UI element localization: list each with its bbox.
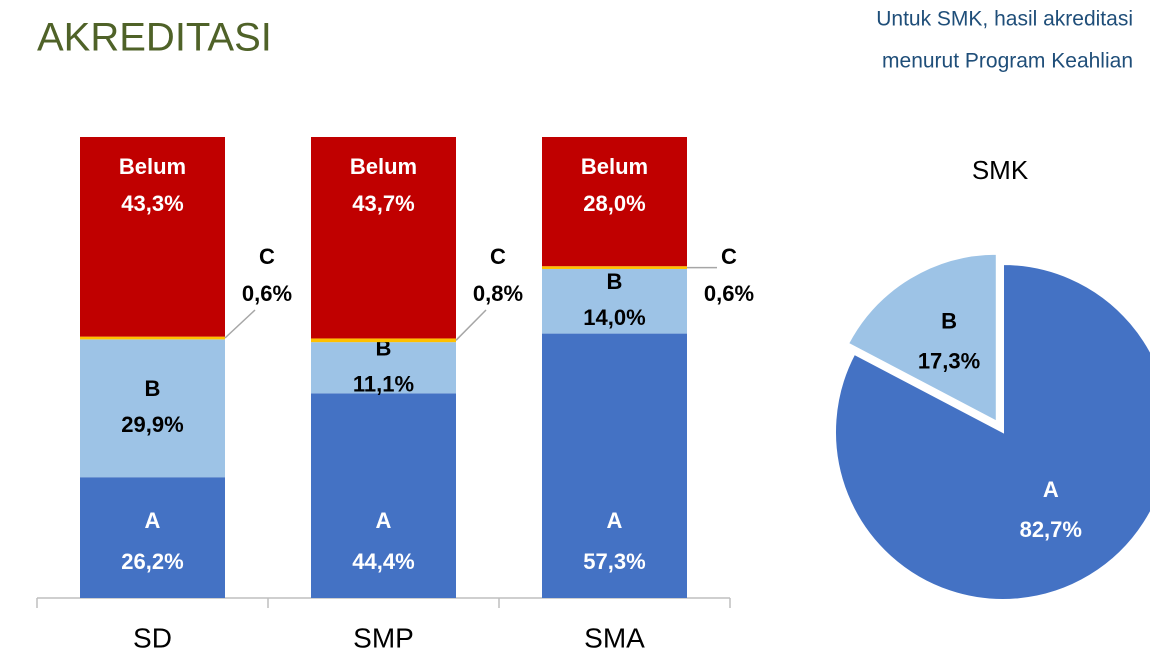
segment-value: 43,3% — [121, 191, 183, 216]
segment-label: C — [490, 244, 506, 269]
bar-segment — [80, 336, 225, 340]
segment-value: 43,7% — [352, 191, 414, 216]
x-tick-label: SD — [133, 622, 172, 653]
segment-value: 44,4% — [352, 549, 414, 574]
segment-value: 14,0% — [583, 305, 645, 330]
segment-label: A — [145, 508, 161, 533]
bar-segment — [80, 477, 225, 598]
bar-segment — [542, 333, 687, 598]
segment-value: 28,0% — [583, 191, 645, 216]
segment-value: 0,6% — [242, 281, 292, 306]
segment-label: B — [607, 269, 623, 294]
leader-line — [455, 309, 487, 341]
segment-label: Belum — [350, 154, 417, 179]
pie-slice — [834, 262, 1150, 601]
bar-segment — [311, 137, 456, 339]
segment-label: C — [259, 244, 275, 269]
segment-label: Belum — [119, 154, 186, 179]
bar-segment — [542, 137, 687, 267]
x-tick-label: SMP — [353, 622, 414, 653]
slice-label: B — [941, 308, 957, 333]
note: menurut Program Keahlian — [882, 50, 1133, 73]
bar-segment — [542, 268, 687, 334]
segment-value: 11,1% — [353, 372, 414, 397]
bar-segment — [311, 342, 456, 394]
segment-label: A — [376, 508, 392, 533]
segment-value: 29,9% — [121, 412, 183, 437]
segment-value: 0,8% — [473, 281, 523, 306]
segment-label: A — [607, 508, 623, 533]
pie-slice — [846, 252, 998, 424]
note: Untuk SMK, hasil akreditasi — [876, 8, 1133, 31]
slice-value: 82,7% — [1020, 517, 1082, 542]
bar-segment — [311, 393, 456, 598]
segment-value: 0,6% — [704, 281, 754, 306]
pie-title: SMK — [972, 155, 1029, 185]
x-tick-label: SMA — [584, 622, 645, 653]
bar-segment — [80, 339, 225, 478]
segment-value: 26,2% — [121, 549, 183, 574]
leader-line — [224, 309, 256, 339]
segment-label: C — [721, 244, 737, 269]
bar-segment — [311, 338, 456, 343]
bar-segment — [542, 266, 687, 269]
segment-label: B — [145, 376, 161, 401]
segment-value: 57,3% — [583, 549, 645, 574]
slide-title: AKREDITASI — [37, 16, 272, 60]
segment-label: Belum — [581, 154, 648, 179]
slice-value: 17,3% — [918, 348, 980, 373]
slice-label: A — [1043, 477, 1059, 502]
bar-segment — [80, 137, 225, 337]
